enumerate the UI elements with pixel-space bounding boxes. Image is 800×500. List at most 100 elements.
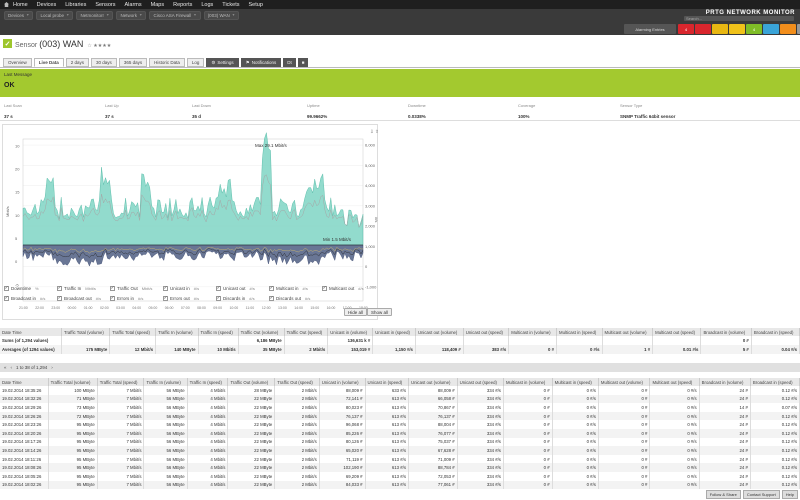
checkbox[interactable] bbox=[216, 296, 221, 301]
column-header[interactable]: Traffic In (speed) bbox=[198, 328, 239, 336]
column-header[interactable]: Traffic Out (volume) bbox=[238, 328, 285, 336]
column-header[interactable]: Multicast out (volume) bbox=[602, 328, 654, 336]
legend-item[interactable]: Discards in#/s bbox=[216, 296, 255, 301]
column-header[interactable]: Traffic In (volume) bbox=[143, 378, 188, 386]
pager-next-icon[interactable]: › bbox=[51, 365, 53, 370]
search-input[interactable]: Search... bbox=[684, 16, 794, 21]
export-icon[interactable]: ⇩ ⇧ bbox=[370, 129, 379, 134]
tab-live-data[interactable]: Live Data bbox=[33, 58, 64, 67]
checkbox[interactable] bbox=[216, 286, 221, 291]
checkbox[interactable] bbox=[322, 286, 327, 291]
tab-log[interactable]: Log bbox=[186, 58, 205, 67]
status-box-down[interactable]: 4 bbox=[678, 24, 694, 34]
tab-historic-data[interactable]: Historic Data bbox=[149, 58, 185, 67]
column-header[interactable]: Multicast out (speed) bbox=[649, 378, 700, 386]
status-box-down-ack[interactable] bbox=[695, 24, 711, 34]
column-header[interactable]: Unicast out (volume) bbox=[415, 328, 464, 336]
alarm-label[interactable]: Alarming Entries bbox=[624, 24, 676, 34]
status-box-unknown[interactable] bbox=[797, 24, 800, 34]
nav-sensors[interactable]: Sensors bbox=[95, 1, 116, 8]
tab-extra[interactable]: Dt bbox=[283, 58, 296, 67]
tab-overview[interactable]: Overview bbox=[3, 58, 32, 67]
nav-devices[interactable]: Devices bbox=[36, 1, 57, 8]
legend-item[interactable]: Downtime% bbox=[4, 286, 39, 291]
show-all-button[interactable]: Show all bbox=[367, 308, 393, 316]
nav-libraries[interactable]: Libraries bbox=[65, 1, 87, 8]
column-header[interactable]: Multicast out (volume) bbox=[598, 378, 651, 386]
column-header[interactable]: Traffic Out (speed) bbox=[274, 378, 320, 386]
column-header[interactable]: Unicast out (speed) bbox=[457, 378, 504, 386]
breadcrumb-item[interactable]: (003) WAN ▼ bbox=[203, 10, 240, 20]
checkbox[interactable] bbox=[110, 286, 115, 291]
legend-item[interactable]: Broadcast in#/s bbox=[4, 296, 45, 301]
nav-maps[interactable]: Maps bbox=[150, 1, 165, 8]
column-header[interactable]: Multicast in (speed) bbox=[552, 378, 599, 386]
column-header[interactable]: Broadcast in (speed) bbox=[750, 378, 800, 386]
column-header[interactable]: Unicast in (volume) bbox=[319, 378, 366, 386]
delete-icon[interactable]: ■ bbox=[297, 58, 309, 67]
tab-365-days[interactable]: 365 days bbox=[118, 58, 148, 67]
column-header[interactable]: Multicast out (speed) bbox=[652, 328, 702, 336]
column-header[interactable]: Multicast in (volume) bbox=[503, 378, 553, 386]
breadcrumb-item[interactable]: Cisco ASA Firewall ▼ bbox=[149, 10, 201, 20]
pager-prev-icon[interactable]: ‹ bbox=[10, 365, 13, 370]
tab-settings[interactable]: ⚙ Settings bbox=[206, 58, 239, 67]
column-header[interactable]: Unicast out (volume) bbox=[408, 378, 458, 386]
hide-all-button[interactable]: Hide all bbox=[344, 308, 368, 316]
legend-item[interactable]: Unicast in#/s bbox=[163, 286, 199, 291]
column-header[interactable]: Broadcast in (volume) bbox=[699, 378, 751, 386]
breadcrumb-item[interactable]: Devices ▼ bbox=[4, 10, 34, 20]
checkbox[interactable] bbox=[57, 296, 62, 301]
legend-item[interactable]: Discards out#/s bbox=[269, 296, 310, 301]
follow-share-button[interactable]: Follow & Share bbox=[705, 490, 741, 499]
status-box-up[interactable]: 4 bbox=[746, 24, 762, 34]
help-button[interactable]: Help bbox=[781, 490, 798, 499]
nav-logs[interactable]: Logs bbox=[201, 1, 214, 8]
home-icon[interactable] bbox=[4, 2, 9, 7]
column-header[interactable]: Unicast in (speed) bbox=[365, 378, 409, 386]
column-header[interactable]: Unicast in (volume) bbox=[327, 328, 374, 336]
column-header[interactable]: Traffic Total (speed) bbox=[97, 378, 145, 386]
checkbox[interactable] bbox=[163, 296, 168, 301]
tab-30-days[interactable]: 30 days bbox=[91, 58, 117, 67]
legend-item[interactable]: Errors out#/s bbox=[163, 296, 199, 301]
status-box-paused[interactable] bbox=[763, 24, 779, 34]
column-header[interactable]: Traffic Out (speed) bbox=[284, 328, 329, 336]
checkbox[interactable] bbox=[4, 286, 9, 291]
breadcrumb-item[interactable]: Local probe ▼ bbox=[36, 10, 74, 20]
column-header[interactable]: Multicast in (speed) bbox=[556, 328, 603, 336]
checkbox[interactable] bbox=[269, 286, 274, 291]
column-header[interactable]: Broadcast in (speed) bbox=[751, 328, 800, 336]
status-box-warning[interactable] bbox=[712, 24, 728, 34]
pager-first-icon[interactable]: « bbox=[4, 365, 7, 370]
column-header[interactable]: Traffic In (volume) bbox=[155, 328, 199, 336]
column-header[interactable]: Broadcast in (volume) bbox=[700, 328, 752, 336]
tab-2-days[interactable]: 2 days bbox=[65, 58, 90, 67]
nav-home[interactable]: Home bbox=[13, 1, 28, 8]
column-header[interactable]: Date Time bbox=[0, 328, 62, 336]
priority-stars[interactable]: ☆ ★★★★ bbox=[87, 43, 112, 49]
column-header[interactable]: Traffic Out (volume) bbox=[227, 378, 276, 386]
breadcrumb-item[interactable]: Netmonitorr ▼ bbox=[76, 10, 114, 20]
legend-item[interactable]: Broadcast out#/s bbox=[57, 296, 101, 301]
column-header[interactable]: Date Time bbox=[0, 378, 49, 386]
nav-alarms[interactable]: Alarms bbox=[124, 1, 142, 8]
nav-tickets[interactable]: Tickets bbox=[222, 1, 240, 8]
legend-item[interactable]: Multicast out#/s bbox=[322, 286, 364, 291]
checkbox[interactable] bbox=[110, 296, 115, 301]
tab-notifications[interactable]: ⚑ Notifications bbox=[240, 58, 282, 67]
nav-reports[interactable]: Reports bbox=[173, 1, 193, 8]
column-header[interactable]: Multicast in (volume) bbox=[508, 328, 558, 336]
status-box-unusual[interactable] bbox=[729, 24, 745, 34]
column-header[interactable]: Unicast in (speed) bbox=[372, 328, 416, 336]
live-graph[interactable]: ⇩ ⇧ 10 20 15 10 5 0 -5 6,000 5,000 4,000 3,000 2,0… bbox=[2, 124, 379, 320]
checkbox[interactable] bbox=[269, 296, 274, 301]
column-header[interactable]: Traffic Total (speed) bbox=[109, 328, 157, 336]
column-header[interactable]: Traffic Total (volume) bbox=[48, 378, 98, 386]
legend-item[interactable]: Errors in#/s bbox=[110, 296, 143, 301]
column-header[interactable]: Traffic In (speed) bbox=[187, 378, 229, 386]
column-header[interactable]: Traffic Total (volume) bbox=[61, 328, 111, 336]
breadcrumb-item[interactable]: Network ▼ bbox=[116, 10, 147, 20]
